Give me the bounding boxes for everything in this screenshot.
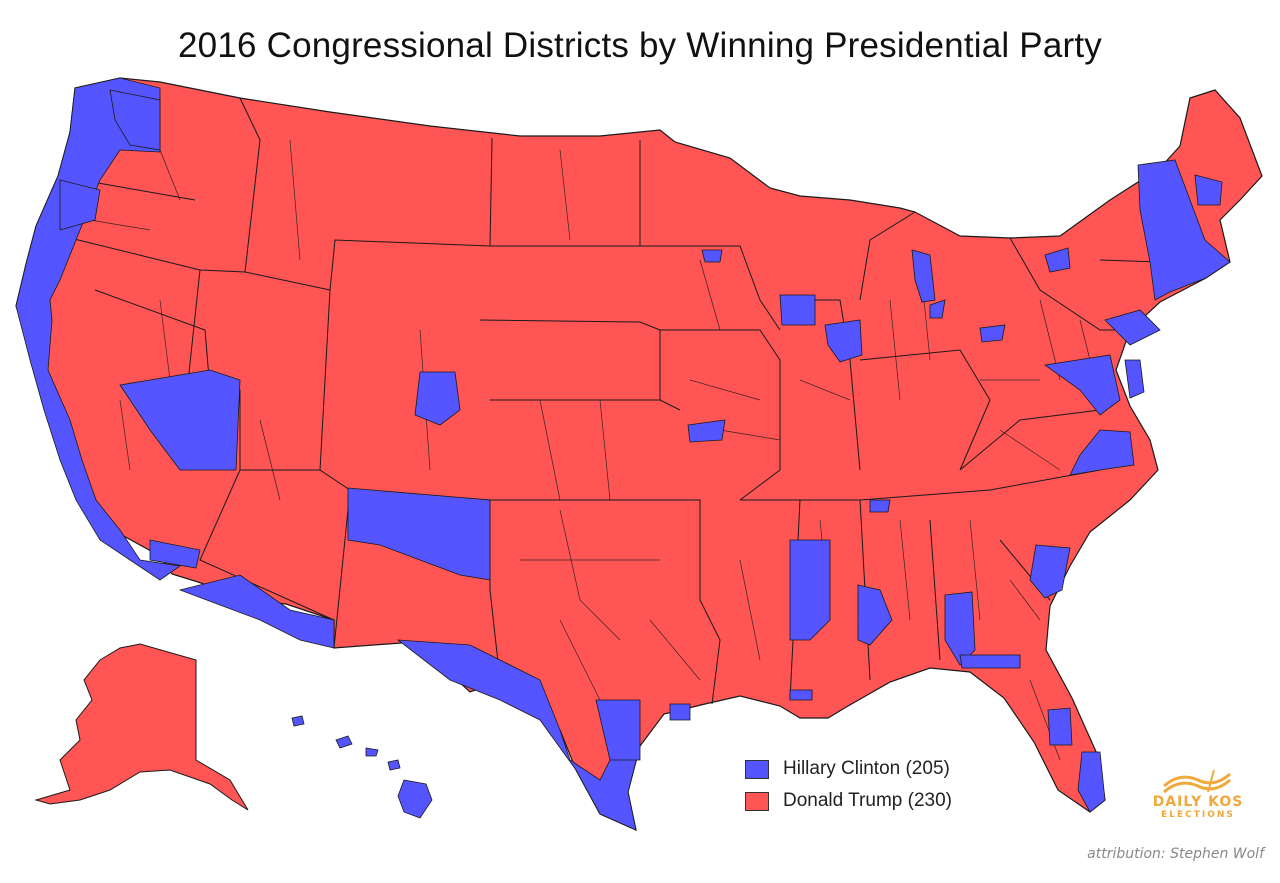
daily-kos-elections-logo: DAILY KOS ELECTIONS: [1150, 766, 1246, 826]
houston-district: [669, 703, 691, 721]
texas-gulf-district: [595, 699, 641, 761]
maryland-districts: [1043, 354, 1121, 416]
maine-district: [1194, 174, 1223, 206]
attribution-text: attribution: Stephen Wolf: [1087, 846, 1264, 862]
state-borders: [57, 97, 1161, 705]
legend-swatch-trump: [745, 791, 769, 811]
legend-label-trump: Donald Trump (230): [783, 790, 952, 811]
buffalo-district: [1044, 247, 1071, 273]
cleveland-district: [979, 324, 1006, 343]
new-orleans-district: [789, 689, 813, 701]
chicago-districts: [824, 319, 863, 363]
seattle-districts: [109, 89, 161, 151]
florida-orlando-district: [1047, 707, 1073, 746]
detroit-district: [929, 299, 946, 319]
mississippi-delta-district: [789, 539, 831, 641]
logo-line2: ELECTIONS: [1161, 810, 1235, 820]
alabama-district: [857, 584, 893, 646]
legend-item-clinton: Hillary Clinton (205): [745, 753, 952, 785]
michigan-districts: [911, 249, 936, 303]
district-borders: [89, 139, 1101, 761]
legend-label-clinton: Hillary Clinton (205): [783, 758, 950, 779]
arizona-district: [178, 574, 335, 649]
madison-district: [779, 294, 816, 326]
new-england-districts: [1137, 159, 1231, 301]
new-mexico-district: [347, 487, 491, 581]
virginia-districts: [1069, 429, 1135, 476]
denver-district: [414, 371, 461, 426]
florida-panhandle-district: [959, 654, 1021, 669]
flag-icon: [1163, 769, 1231, 794]
memphis-district: [869, 499, 891, 513]
hawaii: [291, 715, 433, 819]
florida-south-district: [1077, 751, 1106, 813]
portland-districts: [59, 179, 101, 231]
kansas-city-district: [687, 419, 726, 443]
south-texas-districts: [396, 639, 641, 831]
alaska: [34, 643, 249, 811]
clinton-districts: [15, 77, 1231, 831]
legend-swatch-clinton: [745, 759, 769, 779]
legend-item-trump: Donald Trump (230): [745, 785, 952, 817]
minneapolis-district: [701, 249, 723, 263]
legend: Hillary Clinton (205) Donald Trump (230): [745, 753, 952, 817]
georgia-district: [1029, 544, 1071, 599]
philadelphia-nj-districts: [1104, 309, 1161, 346]
socal-district: [149, 539, 201, 569]
delaware-district: [1124, 359, 1145, 399]
map-title: 2016 Congressional Districts by Winning …: [178, 26, 1102, 65]
nevada-district: [119, 369, 241, 471]
logo-line1: DAILY KOS: [1152, 794, 1244, 810]
west-coast-districts: [15, 77, 182, 581]
